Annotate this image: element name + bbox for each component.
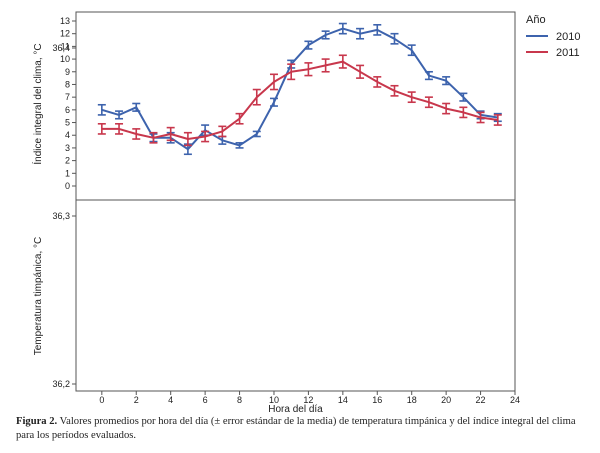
x-tick-label: 12 (303, 395, 313, 405)
top-series-2011-errorbar (373, 76, 382, 88)
y-tick-label: 8 (65, 79, 70, 89)
legend: Año 2010 2011 (526, 14, 580, 59)
x-tick-label: 0 (99, 395, 104, 405)
top-series-2011-errorbar (287, 63, 296, 81)
top-series-2010-errorbar (304, 40, 313, 50)
top-series-2011-errorbar (166, 126, 175, 142)
top-series-2011-line (101, 60, 498, 140)
caption-label: Figura 2. (16, 416, 58, 427)
legend-label-2011: 2011 (556, 47, 580, 59)
y-tick-label: 9 (65, 67, 70, 77)
legend-label-2010: 2010 (556, 31, 580, 43)
x-tick-label: 4 (168, 395, 173, 405)
y-tick-label: 13 (60, 16, 70, 26)
top-series-2011-errorbar (115, 123, 124, 135)
top-series-2011-errorbar (183, 131, 192, 147)
top-series-2011-errorbar (235, 112, 244, 125)
top-series-2011-errorbar (356, 64, 365, 79)
x-axis-label: Hora del día (268, 404, 323, 413)
y-tick-label: 3 (65, 143, 70, 153)
y-tick-label: 5 (65, 118, 70, 128)
top-series-2010-errorbar (97, 103, 106, 116)
top-series-2010-errorbar (132, 102, 141, 112)
figure-caption: Figura 2. Valores promedios por hora del… (16, 415, 590, 443)
top-series-2011-errorbar (338, 54, 347, 69)
top-series-2010-errorbar (321, 30, 330, 40)
top-series-2010-errorbar (356, 27, 365, 40)
y-tick-label: 12 (60, 29, 70, 39)
x-tick-label: 16 (372, 395, 382, 405)
y-tick-label: 6 (65, 105, 70, 115)
top-series-2011-errorbar (476, 111, 485, 124)
top-series-2011-errorbar (390, 84, 399, 97)
y-tick-label: 0 (65, 181, 70, 191)
top-series-2011-errorbar (321, 58, 330, 73)
top-series-2011-errorbar (442, 102, 451, 115)
top-series-2010-errorbar (459, 92, 468, 102)
x-tick-label: 10 (269, 395, 279, 405)
x-tick-label: 18 (407, 395, 417, 405)
top-series-2011-errorbar (459, 106, 468, 119)
top-series-2011-errorbar (149, 131, 158, 144)
y-tick-label: 36,2 (52, 379, 70, 389)
top-series-2011-errorbar (424, 96, 433, 109)
top-series-2010-errorbar (424, 70, 433, 81)
y-tick-label: 7 (65, 92, 70, 102)
y-tick-label: 4 (65, 130, 70, 140)
top-series-2010-errorbar (269, 97, 278, 107)
top-series-2010-errorbar (373, 24, 382, 36)
top-series-2011-errorbar (493, 114, 502, 126)
top-series-2010-errorbar (338, 22, 347, 35)
top-series-2011-errorbar (252, 88, 261, 106)
top-series-2011-errorbar (97, 123, 106, 135)
top-series-2010-errorbar (407, 44, 416, 57)
top-y-axis-label: Índice integral del clima, °C (31, 43, 44, 164)
caption-text: Valores promedios por hora del día (± er… (16, 416, 576, 441)
top-series-2011-errorbar (218, 125, 227, 138)
x-tick-label: 20 (441, 395, 451, 405)
top-series-2010-errorbar (442, 76, 451, 86)
top-series-2010-line (101, 27, 498, 151)
figure-chart: 01234567891011121338,037,937,837,737,637… (31, 11, 580, 413)
x-tick-label: 22 (476, 395, 486, 405)
top-series-2011-errorbar (407, 91, 416, 104)
top-series-2010-errorbar (115, 110, 124, 120)
top-series-2010-errorbar (252, 130, 261, 138)
x-tick-label: 2 (134, 395, 139, 405)
bottom-y-axis-label: Temperatura timpánica, °C (33, 237, 44, 356)
top-series-2011-errorbar (304, 62, 313, 77)
top-series-2010-errorbar (390, 32, 399, 45)
top-series-2011-errorbar (269, 73, 278, 91)
y-tick-label: 11 (61, 41, 70, 51)
x-tick-label: 6 (203, 395, 208, 405)
bottom-panel-frame (75, 199, 516, 392)
y-tick-label: 36,3 (52, 211, 70, 221)
data-marks (97, 22, 502, 156)
top-series-2011-errorbar (132, 128, 141, 140)
y-tick-label: 36,4 (52, 43, 70, 53)
top-panel-frame (75, 11, 516, 201)
y-tick-label: 2 (65, 156, 70, 166)
top-series-2011-errorbar (201, 130, 210, 143)
y-tick-marks (72, 20, 516, 395)
top-series-2010-errorbar (235, 142, 244, 149)
plot-frame (75, 11, 516, 392)
legend-title: Año (526, 14, 546, 26)
y-tick-label: 10 (60, 54, 70, 64)
x-tick-label: 8 (237, 395, 242, 405)
y-tick-label: 1 (65, 168, 70, 178)
x-tick-label: 14 (338, 395, 348, 405)
x-tick-label: 24 (510, 395, 520, 405)
axis-labels: 01234567891011121338,037,937,837,737,637… (31, 16, 520, 413)
